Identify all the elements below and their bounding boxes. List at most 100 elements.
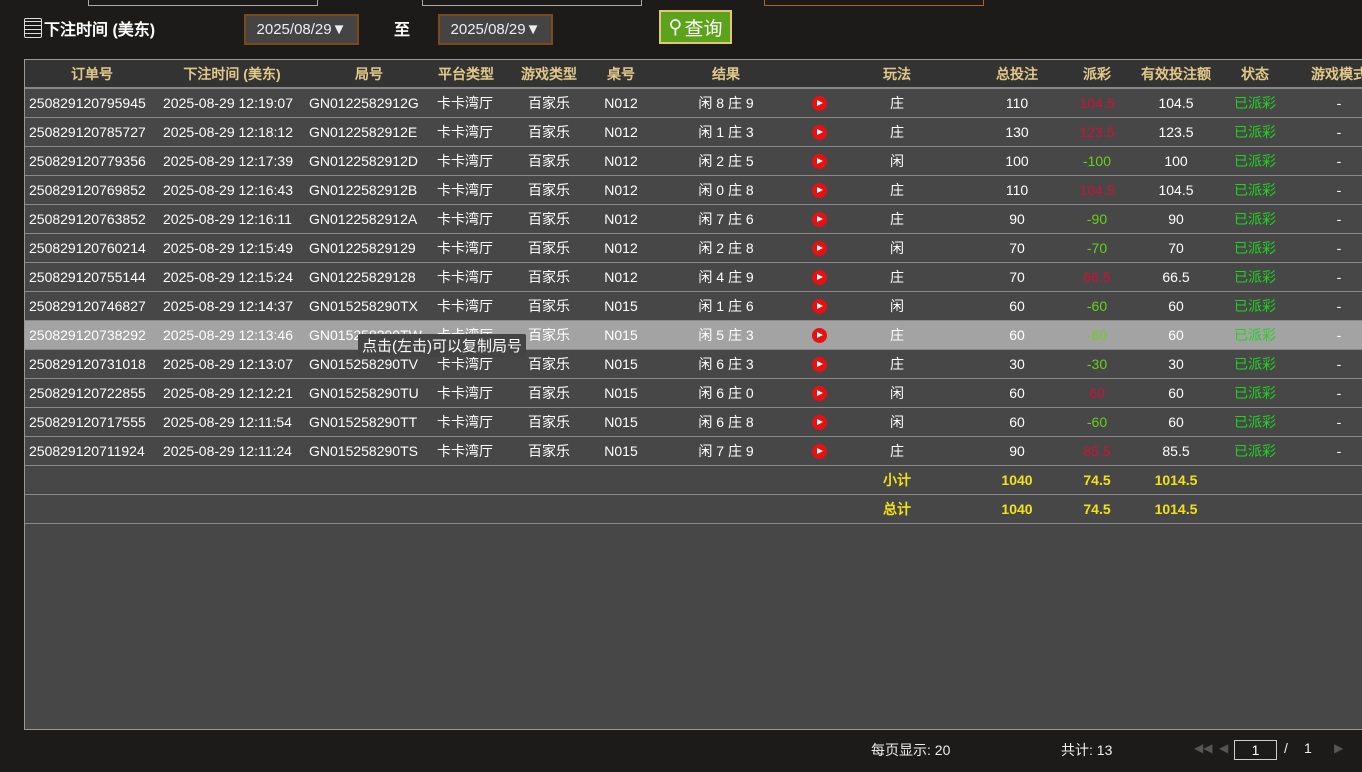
next-page-icon[interactable]: ▶ xyxy=(1334,741,1344,755)
play-cell: 庄 xyxy=(829,88,965,118)
round-cell[interactable]: GN01225829128 xyxy=(305,262,433,292)
table-cell: N012 xyxy=(599,117,643,147)
column-header: 状态 xyxy=(1227,60,1283,89)
play-video-icon[interactable] xyxy=(811,96,827,112)
status-cell: 已派彩 xyxy=(1227,407,1283,437)
result-cell: 闲 4 庄 9 xyxy=(643,262,809,292)
round-cell[interactable]: GN0122582912A xyxy=(305,204,433,234)
top-input-3[interactable] xyxy=(764,0,984,6)
payout-cell: 85.5 xyxy=(1069,436,1125,466)
date-from-select[interactable]: 2025/08/29▼ xyxy=(244,14,359,45)
play-video-icon[interactable] xyxy=(811,211,827,227)
valid-cell: 60 xyxy=(1125,291,1227,321)
play-video-icon[interactable] xyxy=(811,182,827,198)
video-cell xyxy=(809,88,829,118)
order-cell: 250829120722855 xyxy=(25,378,159,408)
play-video-icon[interactable] xyxy=(811,240,827,256)
table-row[interactable]: 250829120769852 2025-08-29 12:16:43 GN0122… xyxy=(25,175,1362,205)
play-cell: 闲 xyxy=(829,233,965,263)
play-video-icon[interactable] xyxy=(811,443,827,459)
total-cell: 130 xyxy=(965,117,1069,147)
play-video-icon[interactable] xyxy=(811,414,827,430)
column-header: 结果 xyxy=(643,60,809,89)
table-row[interactable]: 250829120711924 2025-08-29 12:11:24 GN0152… xyxy=(25,436,1362,466)
round-cell[interactable]: GN015258290TU xyxy=(305,378,433,408)
type-cell: 百家乐 xyxy=(499,262,599,292)
table-row[interactable]: 250829120746827 2025-08-29 12:14:37 GN0152… xyxy=(25,291,1362,321)
round-cell[interactable]: GN0122582912D xyxy=(305,146,433,176)
valid-cell: 60 xyxy=(1125,378,1227,408)
table-row[interactable]: 250829120763852 2025-08-29 12:16:11 GN0122… xyxy=(25,204,1362,234)
table-row[interactable]: 250829120722855 2025-08-29 12:12:21 GN0152… xyxy=(25,378,1362,408)
play-video-icon[interactable] xyxy=(811,153,827,169)
table-row[interactable]: 250829120785727 2025-08-29 12:18:12 GN0122… xyxy=(25,117,1362,147)
table-row[interactable]: 250829120717555 2025-08-29 12:11:54 GN0152… xyxy=(25,407,1362,437)
play-video-icon[interactable] xyxy=(811,269,827,285)
status-cell: 已派彩 xyxy=(1227,146,1283,176)
time-cell: 2025-08-29 12:14:37 xyxy=(159,291,305,321)
play-video-icon[interactable] xyxy=(811,356,827,372)
date-to-select[interactable]: 2025/08/29▼ xyxy=(438,14,553,45)
query-button[interactable]: ⚲ 查询 xyxy=(659,10,732,44)
table-row[interactable]: 250829120760214 2025-08-29 12:15:49 GN0122… xyxy=(25,233,1362,263)
platform-cell: 卡卡湾厅 xyxy=(433,175,499,205)
result-cell: 闲 6 庄 0 xyxy=(643,378,809,408)
round-cell[interactable]: GN015258290TX xyxy=(305,291,433,321)
play-cell: 闲 xyxy=(829,291,965,321)
status-cell: 已派彩 xyxy=(1227,262,1283,292)
table-row[interactable]: 250829120731018 2025-08-29 12:13:07 GN0152… xyxy=(25,349,1362,379)
table-row[interactable]: 250829120779356 2025-08-29 12:17:39 GN0122… xyxy=(25,146,1362,176)
table-cell: N015 xyxy=(599,320,643,350)
status-cell: 已派彩 xyxy=(1227,320,1283,350)
total-cell: 60 xyxy=(965,320,1069,350)
round-cell[interactable]: GN015258290TT xyxy=(305,407,433,437)
round-cell[interactable]: GN0122582912B xyxy=(305,175,433,205)
play-video-icon[interactable] xyxy=(811,124,827,140)
bet-time-text: 下注时间 (美东) xyxy=(44,22,156,39)
result-cell: 闲 2 庄 5 xyxy=(643,146,809,176)
status-cell: 已派彩 xyxy=(1227,88,1283,118)
payout-cell: -60 xyxy=(1069,407,1125,437)
mode-cell: - xyxy=(1283,407,1362,437)
table-cell: N015 xyxy=(599,436,643,466)
column-header: 桌号 xyxy=(599,60,643,89)
prev-page-icon[interactable]: ◀ xyxy=(1219,741,1229,755)
payout-cell: -70 xyxy=(1069,233,1125,263)
mode-cell: - xyxy=(1283,175,1362,205)
top-input-1[interactable] xyxy=(88,0,318,6)
first-page-icon[interactable]: ◀◀ xyxy=(1194,741,1213,755)
round-cell[interactable]: GN01225829129 xyxy=(305,233,433,263)
column-header: 平台类型 xyxy=(433,60,499,89)
total-pages: 1 xyxy=(1304,740,1312,756)
empty-cell xyxy=(599,494,643,524)
order-cell: 250829120738292 xyxy=(25,320,159,350)
video-cell xyxy=(809,436,829,466)
play-video-icon[interactable] xyxy=(811,298,827,314)
table-row[interactable]: 250829120795945 2025-08-29 12:19:07 GN0122… xyxy=(25,88,1362,118)
play-cell: 庄 xyxy=(829,175,965,205)
round-cell[interactable]: GN0122582912E xyxy=(305,117,433,147)
column-header: 有效投注额 xyxy=(1125,60,1227,89)
per-page-label: 每页显示: 20 xyxy=(871,742,951,758)
video-cell xyxy=(809,117,829,147)
empty-cell xyxy=(1283,465,1362,495)
mode-cell: - xyxy=(1283,204,1362,234)
table-cell: N012 xyxy=(599,146,643,176)
round-cell[interactable]: GN015258290TS xyxy=(305,436,433,466)
play-cell: 庄 xyxy=(829,262,965,292)
play-cell: 庄 xyxy=(829,204,965,234)
page-input[interactable]: 1 xyxy=(1234,740,1277,760)
total-cell: 100 xyxy=(965,146,1069,176)
order-cell: 250829120746827 xyxy=(25,291,159,321)
play-video-icon[interactable] xyxy=(811,327,827,343)
round-cell[interactable]: GN0122582912G xyxy=(305,88,433,118)
table-row[interactable]: 250829120755144 2025-08-29 12:15:24 GN0122… xyxy=(25,262,1362,292)
top-input-2[interactable] xyxy=(422,0,642,6)
video-cell xyxy=(809,204,829,234)
empty-cell xyxy=(1227,465,1283,495)
type-cell: 百家乐 xyxy=(499,378,599,408)
empty-cell xyxy=(305,494,433,524)
total-cell: 70 xyxy=(965,233,1069,263)
play-video-icon[interactable] xyxy=(811,385,827,401)
